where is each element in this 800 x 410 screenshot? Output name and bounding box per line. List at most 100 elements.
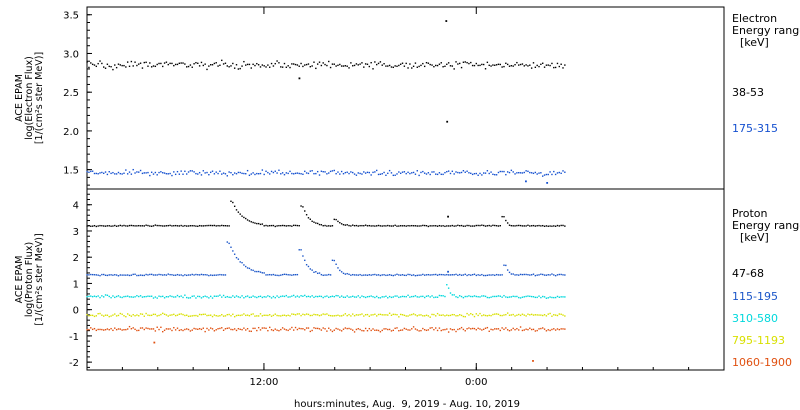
data-point (414, 173, 417, 175)
data-point (259, 295, 262, 298)
data-point (259, 172, 262, 175)
data-point (551, 315, 553, 317)
data-point (462, 296, 465, 299)
data-point (167, 296, 169, 298)
data-point (289, 315, 291, 317)
data-point (551, 328, 553, 331)
y-tick-label: 1 (73, 279, 79, 290)
data-point (270, 224, 273, 227)
data-point (545, 297, 548, 299)
data-point (422, 224, 424, 227)
data-point (481, 314, 483, 317)
data-point (307, 295, 310, 298)
data-point (195, 273, 197, 276)
data-point (479, 224, 481, 227)
data-point (425, 329, 428, 332)
data-point (152, 313, 155, 316)
data-point (305, 327, 308, 329)
legend-entry: 115-195 (732, 290, 778, 303)
data-point (156, 224, 158, 227)
data-point (152, 274, 155, 276)
data-point (110, 315, 112, 317)
data-point (232, 295, 234, 297)
data-point (110, 172, 112, 175)
data-point (263, 65, 265, 67)
data-point (298, 313, 300, 315)
data-point (193, 225, 195, 227)
data-point (278, 224, 280, 227)
data-point (383, 63, 385, 65)
data-point (101, 328, 103, 331)
data-point (429, 173, 431, 176)
data-point (186, 173, 188, 175)
data-point (145, 273, 147, 276)
data-point (340, 315, 343, 317)
data-point (348, 296, 350, 298)
data-point (219, 315, 221, 317)
data-point (305, 264, 308, 266)
data-point (119, 312, 122, 315)
data-point (525, 180, 527, 183)
data-point (447, 225, 450, 227)
data-point (399, 313, 402, 316)
data-point (254, 315, 256, 317)
data-point (274, 328, 276, 330)
data-point (392, 174, 395, 177)
data-point (521, 313, 524, 315)
data-point (379, 297, 382, 299)
data-point (186, 225, 188, 227)
data-point (289, 328, 291, 330)
data-point (165, 274, 168, 276)
data-point (484, 225, 487, 227)
data-point (106, 274, 109, 277)
data-point (128, 171, 131, 173)
data-point (171, 225, 173, 227)
data-point (468, 273, 470, 276)
data-point (460, 66, 463, 69)
data-point (272, 314, 275, 317)
data-point (318, 61, 321, 63)
data-point (149, 62, 151, 64)
data-point (339, 173, 341, 175)
data-point (331, 315, 334, 317)
data-point (134, 172, 136, 174)
data-point (407, 67, 409, 69)
data-point (492, 313, 494, 316)
data-point (553, 274, 555, 276)
data-point (311, 170, 313, 172)
data-point (416, 225, 418, 227)
data-point (466, 170, 468, 172)
data-point (97, 274, 99, 276)
data-point (174, 63, 177, 66)
data-point (423, 65, 426, 68)
data-point (90, 295, 92, 297)
data-point (226, 241, 228, 243)
data-point (86, 170, 88, 173)
data-point (187, 171, 190, 173)
data-point (228, 327, 230, 329)
data-point (237, 171, 240, 174)
data-point (471, 64, 474, 67)
data-point (160, 313, 162, 316)
data-point (123, 172, 125, 174)
data-point (136, 274, 138, 277)
data-point (315, 314, 317, 316)
data-point (213, 330, 216, 332)
data-point (442, 173, 444, 176)
data-point (538, 224, 540, 227)
data-point (316, 272, 319, 275)
data-point (532, 360, 534, 362)
data-point (545, 330, 548, 332)
data-point (328, 225, 330, 227)
data-point (388, 64, 391, 67)
data-point (182, 225, 184, 227)
data-point (545, 274, 548, 276)
data-point (224, 296, 227, 299)
data-point (398, 296, 400, 299)
data-point (376, 169, 378, 172)
data-point (516, 172, 518, 174)
data-point (518, 274, 520, 276)
data-point (226, 175, 228, 177)
data-point (324, 63, 326, 66)
